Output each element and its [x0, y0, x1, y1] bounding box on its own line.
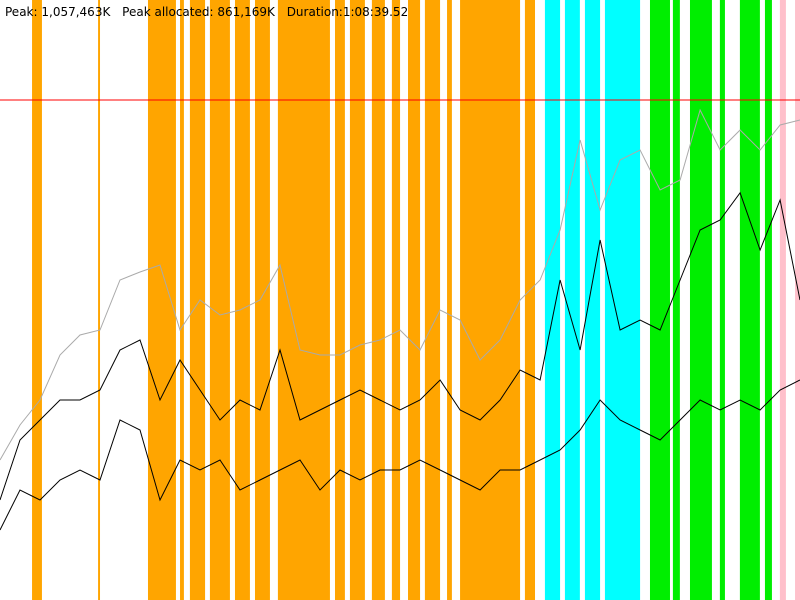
lines [0, 99, 800, 531]
event-band [349, 0, 365, 600]
peak-allocated-text: Peak allocated: [122, 5, 213, 19]
event-band [371, 0, 385, 600]
event-band [779, 0, 786, 600]
event-band [180, 0, 184, 600]
event-band [391, 0, 401, 600]
peak-allocated-value: 861,169K [217, 5, 276, 19]
peak-value: 1,057,463K [41, 5, 111, 19]
event-band [672, 0, 680, 600]
event-band [689, 0, 712, 600]
event-band [739, 0, 760, 600]
event-band [649, 0, 670, 600]
event-band [604, 0, 641, 600]
event-band [189, 0, 206, 600]
peak-text: Peak: [5, 5, 38, 19]
event-bands [32, 0, 800, 600]
event-band [564, 0, 580, 600]
event-band [584, 0, 601, 600]
event-band [234, 0, 250, 600]
event-band [209, 0, 230, 600]
event-band [719, 0, 725, 600]
event-band [408, 0, 421, 600]
event-band [764, 0, 772, 600]
event-band [424, 0, 441, 600]
event-band [254, 0, 270, 600]
header: Peak: 1,057,463K Peak allocated: 861,169… [5, 5, 408, 19]
event-band [98, 0, 101, 600]
memory-line [0, 108, 800, 461]
memory-line [0, 191, 800, 501]
event-band [32, 0, 42, 600]
event-band [460, 0, 521, 600]
event-band [277, 0, 330, 600]
event-band [334, 0, 345, 600]
memory-line [0, 379, 800, 531]
event-band [447, 0, 452, 600]
event-band [544, 0, 561, 600]
event-band [524, 0, 536, 600]
duration-text: Duration: [287, 5, 343, 19]
event-band [795, 0, 800, 600]
event-band [147, 0, 176, 600]
duration-value: 1:08:39.52 [343, 5, 408, 19]
